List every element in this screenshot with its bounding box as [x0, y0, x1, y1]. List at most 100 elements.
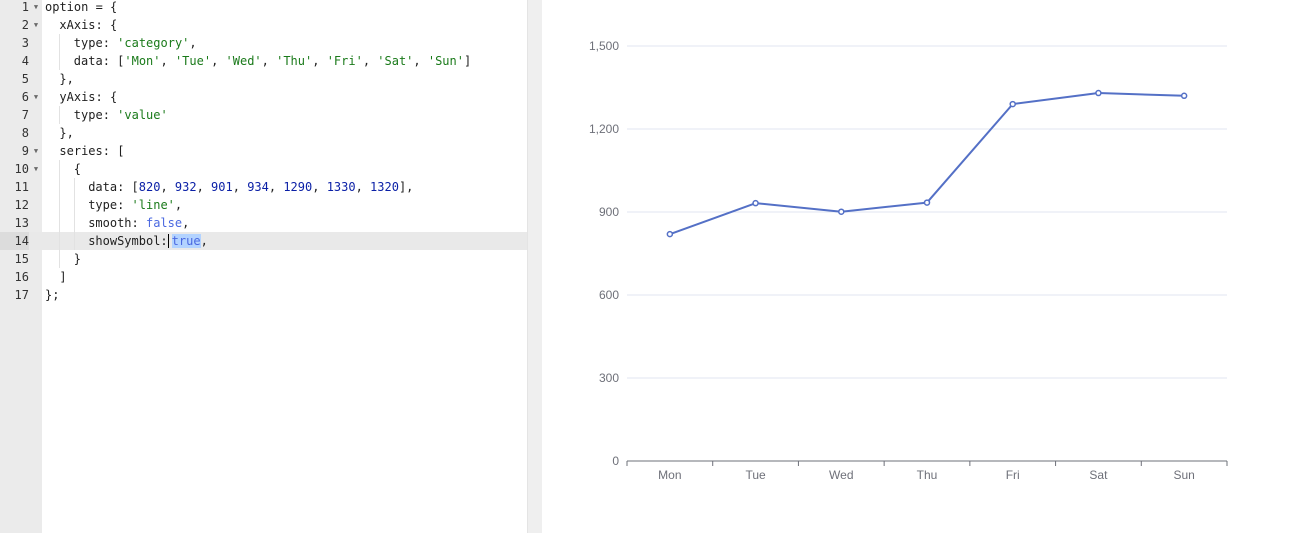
x-tick-label: Sat [1089, 468, 1108, 482]
code-line[interactable]: 14 showSymbol: true, [0, 232, 527, 250]
code-editor[interactable]: 1 ▼ option = {2 ▼ xAxis: {3 type: 'category',… [0, 0, 527, 533]
code-token: , [160, 54, 175, 68]
x-tick-label: Mon [658, 468, 681, 482]
code-line[interactable]: 2 ▼ xAxis: { [0, 16, 527, 34]
code-line[interactable]: 10 ▼ { [0, 160, 527, 178]
code-token: showSymbol: [88, 234, 168, 248]
code-line[interactable]: 12 type: 'line', [0, 196, 527, 214]
line-number: 2 [21, 18, 29, 32]
code-line[interactable]: 5}, [0, 70, 527, 88]
code-text[interactable]: smooth: false, [88, 214, 189, 232]
indent-guide [59, 160, 61, 178]
caret-down-icon[interactable]: ▼ [33, 21, 39, 29]
code-text[interactable]: { [74, 160, 81, 178]
code-token: ] [59, 270, 67, 284]
number-token: 934 [247, 180, 269, 194]
code-token: , [268, 180, 284, 194]
keyword-token: false [145, 216, 183, 230]
code-line[interactable]: 15} [0, 250, 527, 268]
line-number: 14 [0, 232, 29, 250]
line-number: 8 [21, 126, 29, 140]
code-line[interactable]: 9 ▼ series: [ [0, 142, 527, 160]
code-text[interactable]: }, [59, 70, 73, 88]
string-token: 'Sun' [427, 54, 464, 68]
code-text[interactable]: ] [59, 268, 66, 286]
indent-guide [73, 178, 75, 196]
code-text[interactable]: yAxis: { [59, 88, 117, 106]
code-line[interactable]: 7 type: 'value' [0, 106, 527, 124]
string-token: 'value' [117, 108, 168, 122]
code-line[interactable]: 16] [0, 268, 527, 286]
code-text[interactable]: }; [45, 286, 59, 304]
code-line[interactable]: 1 ▼ option = { [0, 0, 527, 16]
indent-guide [73, 214, 75, 232]
code-line[interactable]: 4 data: ['Mon', 'Tue', 'Wed', 'Thu', 'Fri… [0, 52, 527, 70]
indent-guide [59, 214, 61, 232]
line-number: 5 [21, 72, 29, 86]
code-lines[interactable]: 1 ▼ option = {2 ▼ xAxis: {3 type: 'category',… [0, 0, 527, 304]
code-text[interactable]: }, [59, 124, 73, 142]
line-number: 11 [14, 180, 29, 194]
code-token: , [413, 54, 428, 68]
code-token: }, [59, 126, 74, 140]
code-token: }; [45, 288, 60, 302]
code-token: , [160, 180, 175, 194]
code-line[interactable]: 6 ▼ yAxis: { [0, 88, 527, 106]
y-tick-label: 900 [599, 205, 619, 219]
code-line[interactable]: 11 data: [820, 932, 901, 934, 1290, 1330,… [0, 178, 527, 196]
code-line[interactable]: 17}; [0, 286, 527, 304]
code-text[interactable]: data: [820, 932, 901, 934, 1290, 1330, 1… [88, 178, 413, 196]
code-token: series: [ [59, 144, 125, 158]
code-token: data: [ [73, 54, 125, 68]
selected-text: true [171, 234, 201, 248]
number-token: 1330 [326, 180, 356, 194]
code-token: type: [73, 36, 118, 50]
indent-guide [59, 250, 61, 268]
line-number: 9 [21, 144, 29, 158]
code-text[interactable]: type: 'category', [74, 34, 197, 52]
indent-guide [59, 232, 61, 250]
panel-divider[interactable] [527, 0, 542, 533]
data-point [1009, 100, 1016, 108]
code-token: , [211, 54, 226, 68]
line-number-gutter [0, 0, 42, 533]
indent-guide [59, 178, 61, 196]
code-token: , [174, 198, 183, 212]
code-token: type: [73, 108, 118, 122]
caret-down-icon[interactable]: ▼ [33, 93, 39, 101]
line-number: 12 [14, 198, 29, 212]
line-number: 4 [21, 54, 29, 68]
code-token: xAxis: { [59, 18, 118, 32]
indent-guide [73, 196, 75, 214]
y-tick-label: 0 [612, 454, 619, 468]
code-text[interactable]: type: 'line', [88, 196, 182, 214]
code-token: }, [59, 72, 74, 86]
indent-guide [59, 196, 61, 214]
number-token: 1320 [370, 180, 399, 194]
caret-down-icon[interactable]: ▼ [33, 3, 39, 11]
text-cursor-icon [167, 234, 171, 248]
code-text[interactable]: xAxis: { [59, 16, 117, 34]
caret-down-icon[interactable]: ▼ [33, 147, 39, 155]
y-tick-label: 600 [599, 288, 619, 302]
line-number: 3 [21, 36, 29, 50]
code-line[interactable]: 8}, [0, 124, 527, 142]
code-token: , [189, 36, 197, 50]
data-point [666, 230, 674, 238]
x-tick-label: Tue [745, 468, 766, 482]
indent-guide [59, 34, 61, 52]
code-token: , [200, 234, 208, 248]
code-text[interactable]: data: ['Mon', 'Tue', 'Wed', 'Thu', 'Fri'… [74, 52, 471, 70]
code-token: , [232, 180, 248, 194]
code-text[interactable]: type: 'value' [74, 106, 168, 124]
code-line[interactable]: 13 smooth: false, [0, 214, 527, 232]
code-text[interactable]: series: [ [59, 142, 124, 160]
code-token: , [312, 54, 327, 68]
code-text[interactable]: } [74, 250, 81, 268]
code-line[interactable]: 3 type: 'category', [0, 34, 527, 52]
line-number: 13 [14, 216, 29, 230]
code-text[interactable]: showSymbol: true, [88, 232, 208, 250]
code-text[interactable]: option = { [45, 0, 117, 16]
caret-down-icon[interactable]: ▼ [33, 165, 39, 173]
code-token: , [312, 180, 327, 194]
